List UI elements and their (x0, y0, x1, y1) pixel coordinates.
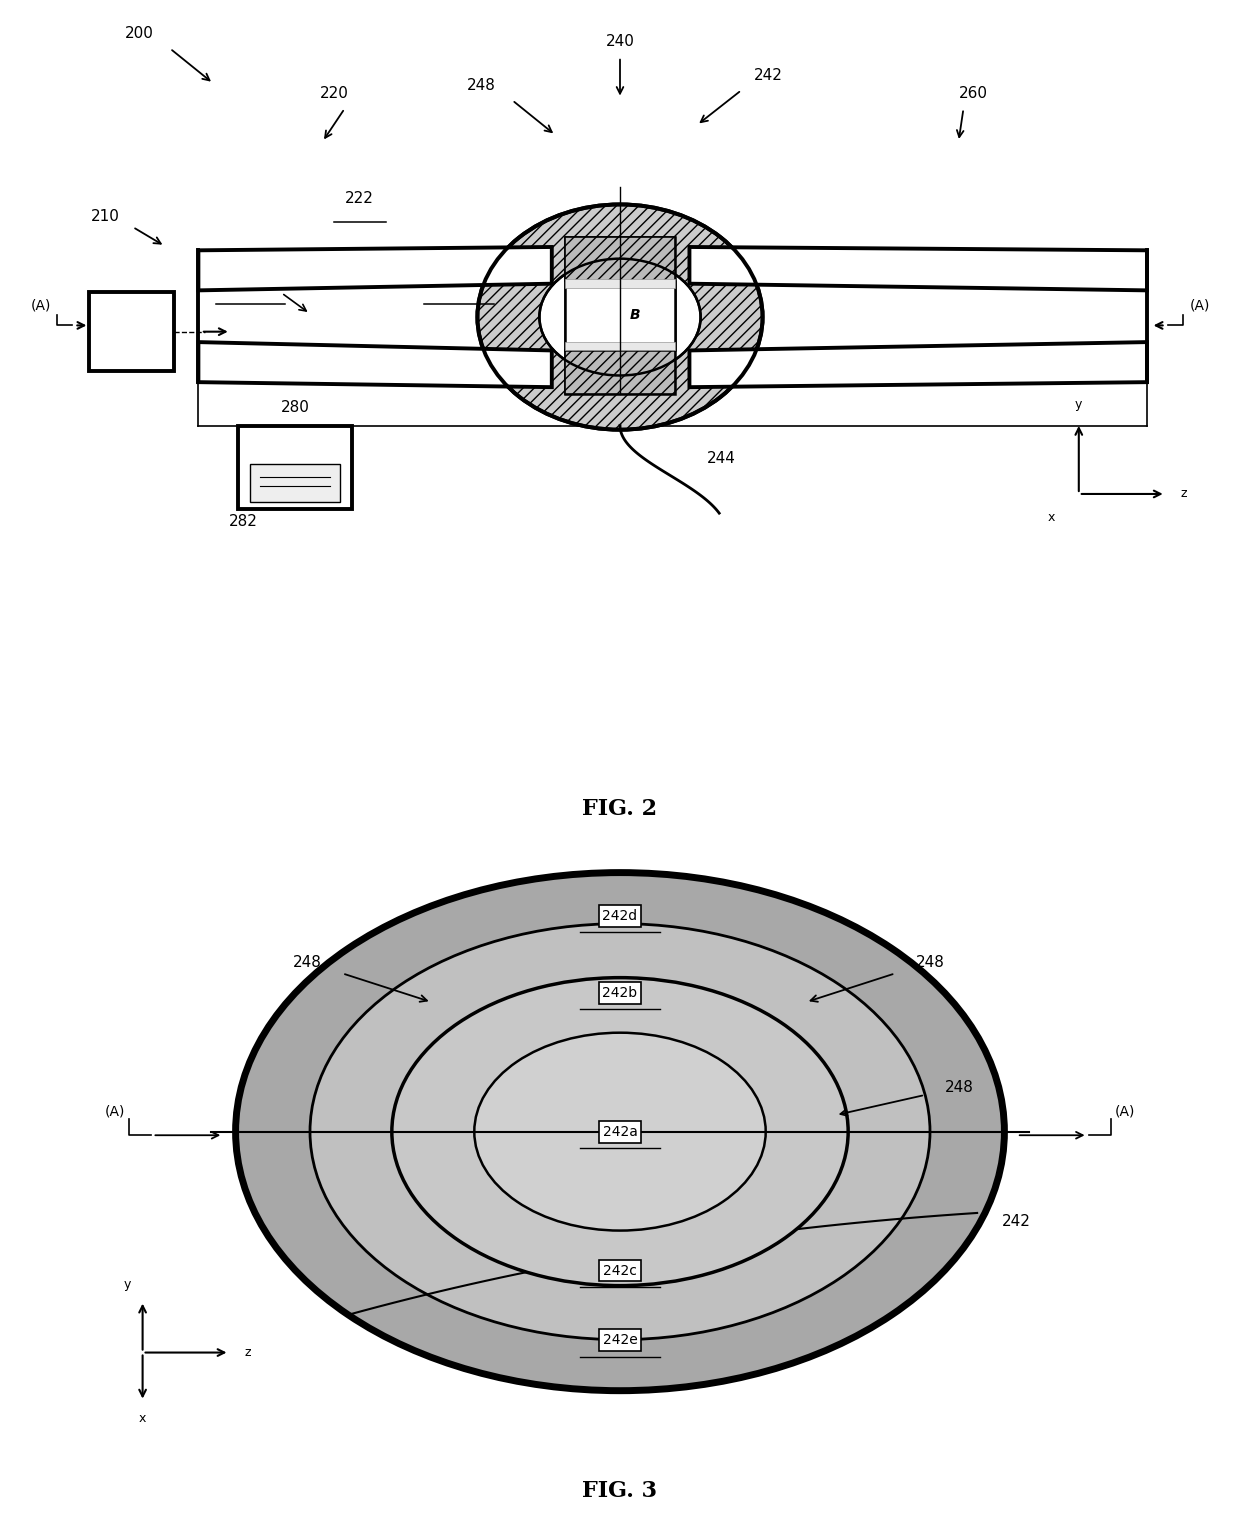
Polygon shape (198, 246, 552, 291)
Bar (565, 237, 675, 393)
Bar (238, 426, 352, 508)
Text: FIG. 3: FIG. 3 (583, 1480, 657, 1502)
Ellipse shape (539, 259, 701, 375)
Text: (A): (A) (105, 1104, 125, 1119)
Text: 242c: 242c (603, 1263, 637, 1277)
Ellipse shape (474, 1033, 766, 1231)
Text: z: z (1180, 487, 1187, 501)
Text: (A): (A) (1190, 299, 1210, 312)
Text: (A): (A) (1115, 1104, 1135, 1119)
Bar (565, 279, 675, 288)
Text: 242a: 242a (603, 1125, 637, 1139)
Text: 220b: 220b (439, 273, 479, 288)
Text: 220: 220 (320, 86, 350, 101)
Text: 220a: 220a (232, 273, 269, 288)
Text: 242b: 242b (603, 986, 637, 1000)
Text: x: x (1048, 511, 1055, 524)
Text: 280: 280 (280, 400, 310, 415)
Polygon shape (689, 246, 1147, 291)
Text: 244: 244 (707, 452, 737, 467)
Text: 210: 210 (91, 210, 120, 225)
Polygon shape (198, 341, 552, 387)
Text: B: B (629, 308, 640, 323)
Text: 222: 222 (345, 191, 374, 207)
Text: (A): (A) (31, 299, 51, 312)
Text: 242e: 242e (603, 1334, 637, 1347)
Text: 260: 260 (959, 86, 988, 101)
Ellipse shape (477, 205, 763, 430)
Text: y: y (1075, 398, 1083, 410)
Text: 248: 248 (466, 78, 496, 92)
Text: 248: 248 (945, 1081, 975, 1095)
Bar (89, 292, 174, 372)
Bar (565, 280, 675, 351)
Text: y: y (124, 1278, 131, 1291)
Ellipse shape (236, 873, 1004, 1390)
Text: x: x (139, 1412, 146, 1424)
Text: z: z (244, 1346, 250, 1360)
Text: 242: 242 (1002, 1214, 1032, 1229)
Ellipse shape (310, 923, 930, 1340)
Polygon shape (689, 341, 1147, 387)
Ellipse shape (392, 978, 848, 1286)
Text: 282: 282 (228, 514, 258, 530)
Bar (565, 341, 675, 351)
Text: 248: 248 (293, 955, 322, 971)
Bar (565, 237, 675, 280)
Text: 242: 242 (754, 67, 784, 83)
Text: 242d: 242d (603, 909, 637, 923)
Text: 248: 248 (915, 955, 945, 971)
Text: FIG. 2: FIG. 2 (583, 798, 657, 821)
Bar (250, 464, 340, 502)
Text: 240: 240 (605, 34, 635, 49)
Text: 200: 200 (124, 26, 154, 41)
Bar (565, 351, 675, 393)
